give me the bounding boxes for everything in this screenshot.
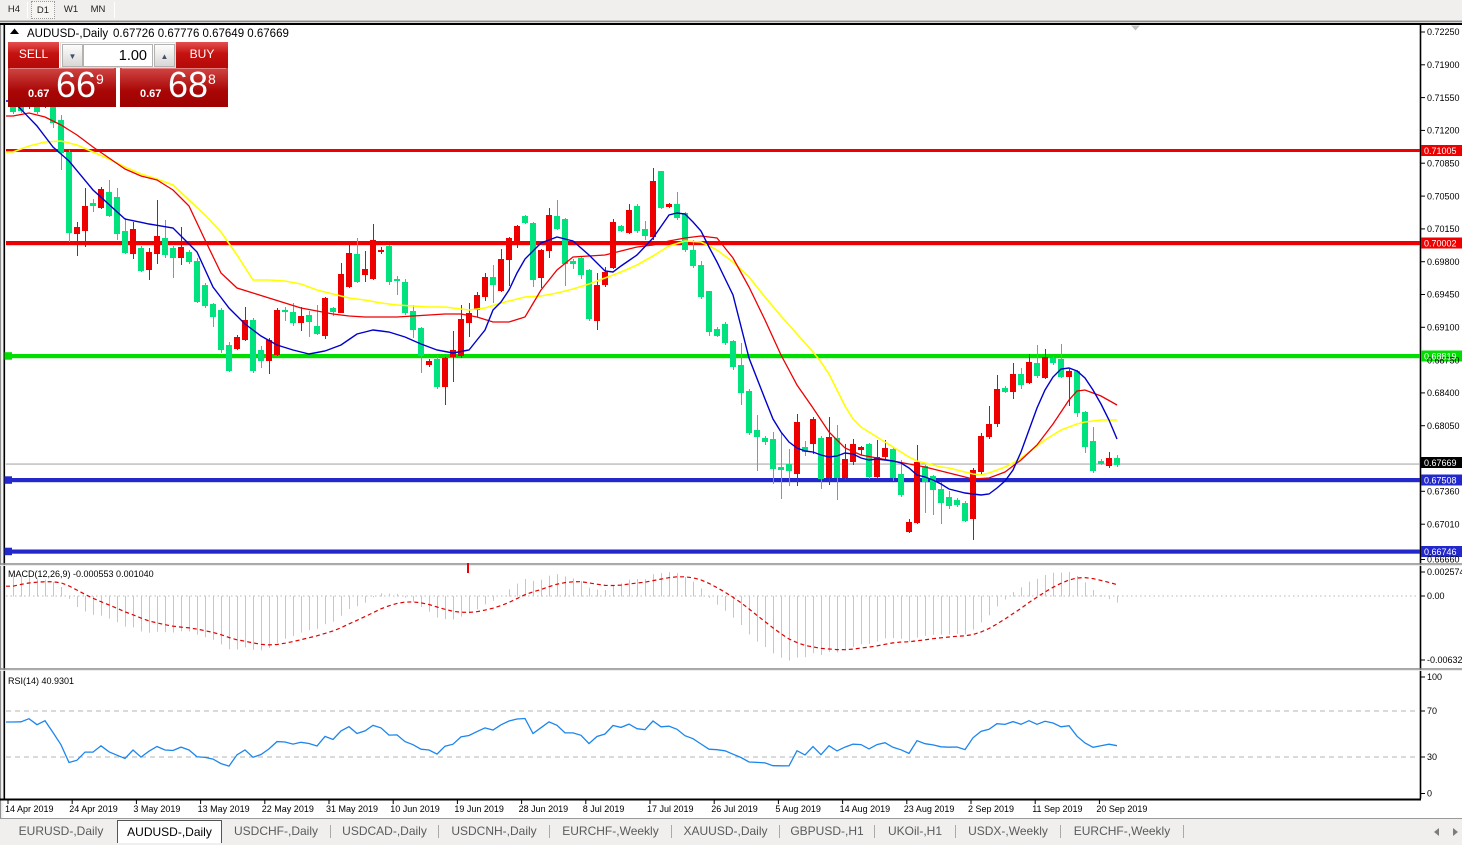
svg-text:0.69450: 0.69450 [1427, 290, 1460, 300]
svg-text:0.70850: 0.70850 [1427, 158, 1460, 168]
svg-text:0.67726 0.67776 0.67649 0.6766: 0.67726 0.67776 0.67649 0.67669 [113, 28, 289, 40]
svg-text:0.67669: 0.67669 [1424, 458, 1457, 468]
svg-text:0.70150: 0.70150 [1427, 224, 1460, 234]
svg-text:0: 0 [1427, 789, 1432, 799]
svg-text:-0.0063260: -0.0063260 [1427, 655, 1462, 665]
svg-text:26 Jul 2019: 26 Jul 2019 [711, 804, 758, 814]
svg-text:0.71200: 0.71200 [1427, 126, 1460, 136]
svg-text:0.00: 0.00 [1427, 591, 1445, 601]
svg-text:0.70500: 0.70500 [1427, 191, 1460, 201]
svg-text:0.68819: 0.68819 [1424, 351, 1457, 361]
svg-text:31 May 2019: 31 May 2019 [326, 804, 378, 814]
svg-text:100: 100 [1427, 672, 1442, 682]
svg-text:19 Jun 2019: 19 Jun 2019 [454, 804, 504, 814]
svg-text:14 Apr 2019: 14 Apr 2019 [5, 804, 54, 814]
svg-text:AUDUSD-,Daily: AUDUSD-,Daily [27, 28, 108, 40]
svg-text:10 Jun 2019: 10 Jun 2019 [390, 804, 440, 814]
svg-text:28 Jun 2019: 28 Jun 2019 [519, 804, 569, 814]
svg-text:0.70002: 0.70002 [1424, 238, 1457, 248]
svg-text:0.67508: 0.67508 [1424, 475, 1457, 485]
svg-text:24 Apr 2019: 24 Apr 2019 [69, 804, 118, 814]
svg-text:14 Aug 2019: 14 Aug 2019 [840, 804, 891, 814]
svg-text:3 May 2019: 3 May 2019 [133, 804, 180, 814]
svg-text:8 Jul 2019: 8 Jul 2019 [583, 804, 625, 814]
svg-text:0.68750: 0.68750 [1427, 355, 1460, 365]
svg-text:0.0025740: 0.0025740 [1427, 567, 1462, 577]
svg-text:0.69800: 0.69800 [1427, 257, 1460, 267]
svg-text:0.68050: 0.68050 [1427, 421, 1460, 431]
svg-text:30: 30 [1427, 752, 1437, 762]
svg-text:0.68400: 0.68400 [1427, 388, 1460, 398]
svg-text:0.69100: 0.69100 [1427, 322, 1460, 332]
svg-text:13 May 2019: 13 May 2019 [198, 804, 250, 814]
svg-text:2 Sep 2019: 2 Sep 2019 [968, 804, 1014, 814]
svg-text:0.71005: 0.71005 [1424, 146, 1457, 156]
svg-text:70: 70 [1427, 706, 1437, 716]
svg-text:0.71550: 0.71550 [1427, 93, 1460, 103]
svg-text:11 Sep 2019: 11 Sep 2019 [1032, 804, 1082, 814]
svg-text:17 Jul 2019: 17 Jul 2019 [647, 804, 694, 814]
svg-text:0.72250: 0.72250 [1427, 27, 1460, 37]
svg-text:0.67360: 0.67360 [1427, 487, 1460, 497]
svg-text:0.71900: 0.71900 [1427, 60, 1460, 70]
svg-text:5 Aug 2019: 5 Aug 2019 [775, 804, 821, 814]
svg-text:23 Aug 2019: 23 Aug 2019 [904, 804, 955, 814]
svg-text:MACD(12,26,9) -0.000553 0.0010: MACD(12,26,9) -0.000553 0.001040 [8, 569, 154, 579]
svg-text:0.67010: 0.67010 [1427, 519, 1460, 529]
svg-text:22 May 2019: 22 May 2019 [262, 804, 314, 814]
svg-text:RSI(14) 40.9301: RSI(14) 40.9301 [8, 676, 74, 686]
svg-text:0.66746: 0.66746 [1424, 547, 1457, 557]
svg-text:0.66660: 0.66660 [1427, 555, 1460, 565]
svg-text:20 Sep 2019: 20 Sep 2019 [1096, 804, 1147, 814]
